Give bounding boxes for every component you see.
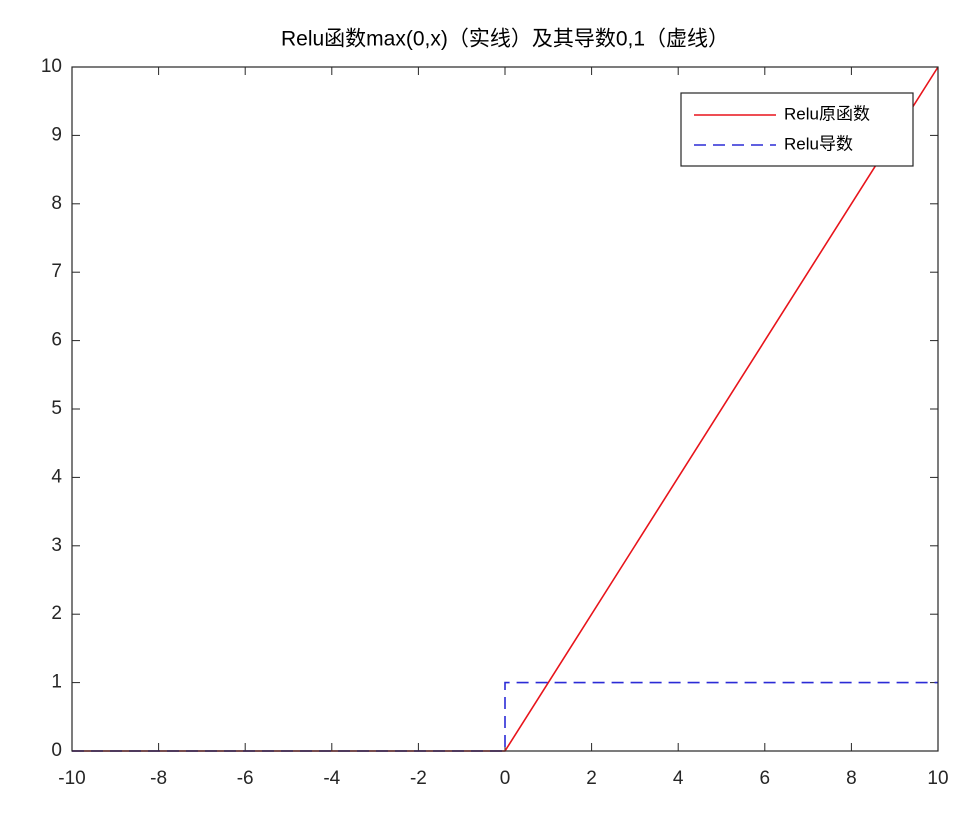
x-tick-label: -6 [237, 768, 254, 789]
y-tick-label: 7 [51, 261, 62, 282]
y-tick-label: 5 [51, 398, 62, 419]
x-tick-label: 6 [760, 768, 771, 789]
x-tick-label: 0 [500, 768, 511, 789]
x-tick-label: -8 [150, 768, 167, 789]
x-tick-label: -10 [58, 768, 85, 789]
y-tick-label: 0 [51, 740, 62, 761]
x-tick-label: -4 [323, 768, 340, 789]
y-tick-label: 6 [51, 330, 62, 351]
legend-box [680, 92, 914, 167]
y-tick-label: 2 [51, 603, 62, 624]
y-tick-label: 9 [51, 124, 62, 145]
x-tick-label: 2 [586, 768, 597, 789]
x-tick-label: 8 [846, 768, 857, 789]
legend-label: Relu原函数 [784, 104, 870, 123]
plot-frame [71, 66, 939, 752]
x-tick-label: 10 [927, 768, 948, 789]
y-tick-label: 3 [51, 535, 62, 556]
y-tick-label: 4 [51, 466, 62, 487]
x-tick-label: 4 [673, 768, 684, 789]
y-tick-label: 10 [41, 56, 62, 77]
legend-label: Relu导数 [784, 134, 853, 153]
x-tick-label: -2 [410, 768, 427, 789]
chart-title: Relu函数max(0,x)（实线）及其导数0,1（虚线） [281, 28, 729, 51]
y-tick-label: 1 [51, 672, 62, 693]
y-tick-label: 8 [51, 193, 62, 214]
